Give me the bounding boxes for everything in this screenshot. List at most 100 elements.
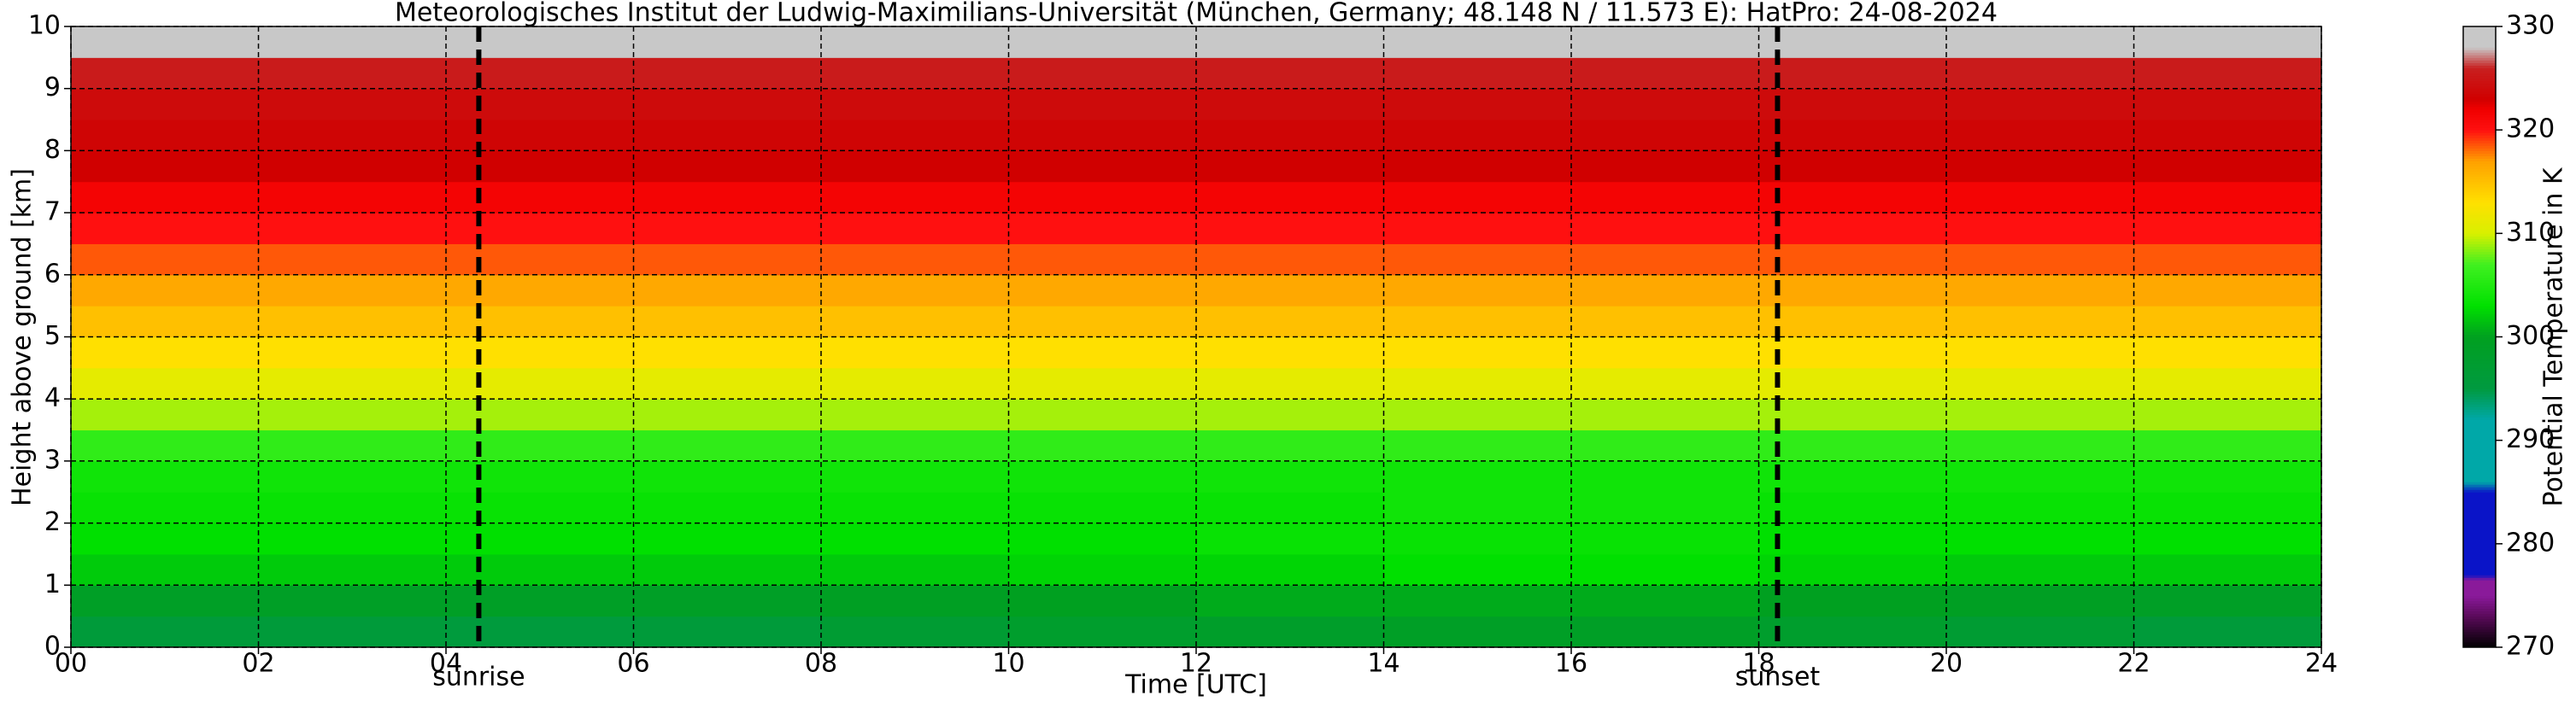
heatmap-cell bbox=[1758, 26, 1947, 58]
heatmap-cell bbox=[1008, 399, 1197, 431]
colorbar-segment bbox=[2463, 551, 2496, 555]
heatmap-cell bbox=[1383, 616, 1572, 648]
heatmap-cell bbox=[821, 367, 1009, 400]
colorbar-segment bbox=[2463, 32, 2496, 35]
heatmap-cell bbox=[1758, 367, 1947, 400]
heatmap-cell bbox=[821, 274, 1009, 307]
heatmap-cell bbox=[71, 150, 259, 183]
colorbar-segment bbox=[2463, 347, 2496, 351]
colorbar-segment bbox=[2463, 354, 2496, 359]
heatmap-cell bbox=[1758, 88, 1947, 120]
heatmap-cell bbox=[1383, 336, 1572, 369]
heatmap-cell bbox=[1008, 306, 1197, 337]
colorbar-segment bbox=[2463, 548, 2496, 552]
y-tick-label: 7 bbox=[44, 197, 61, 227]
plot-frame bbox=[70, 26, 2322, 648]
heatmap-cell bbox=[1196, 181, 1384, 213]
heatmap-cell bbox=[1571, 150, 1759, 183]
colorbar-segment bbox=[2463, 298, 2496, 301]
colorbar-segment bbox=[2463, 75, 2496, 79]
colorbar-tick-label: 310 bbox=[2506, 218, 2555, 248]
heatmap-cell bbox=[633, 88, 822, 120]
heatmap-cell bbox=[258, 213, 447, 244]
heatmap-cell bbox=[1196, 399, 1384, 431]
heatmap-cell bbox=[446, 26, 634, 58]
colorbar-segment bbox=[2463, 210, 2496, 213]
heatmap-cell bbox=[1008, 585, 1197, 617]
colorbar-segment bbox=[2463, 173, 2496, 178]
heatmap-cell bbox=[1008, 57, 1197, 90]
colorbar-segment bbox=[2463, 556, 2496, 560]
colorbar-segment bbox=[2463, 455, 2496, 459]
colorbar-segment bbox=[2463, 127, 2496, 131]
colorbar-segment bbox=[2463, 163, 2496, 167]
event-label: sunset bbox=[1735, 663, 1821, 692]
heatmap-cell bbox=[1383, 213, 1572, 244]
heatmap-cell bbox=[1383, 585, 1572, 617]
colorbar-segment bbox=[2463, 215, 2496, 219]
x-tick-label: 14 bbox=[1367, 649, 1399, 679]
colorbar-segment bbox=[2463, 311, 2496, 314]
heatmap-cell bbox=[71, 616, 259, 648]
colorbar-segment bbox=[2463, 158, 2496, 162]
heatmap-cell bbox=[71, 523, 259, 555]
heatmap-cell bbox=[71, 336, 259, 369]
colorbar-segment bbox=[2463, 80, 2496, 85]
colorbar-segment bbox=[2463, 404, 2496, 407]
heatmap-cell bbox=[1196, 26, 1384, 58]
colorbar-segment bbox=[2463, 377, 2496, 382]
heatmap-cell bbox=[446, 181, 634, 213]
heatmap-cell bbox=[633, 26, 822, 58]
heatmap-cell bbox=[1946, 336, 2134, 369]
heatmap-cell bbox=[258, 306, 447, 337]
colorbar-segment bbox=[2463, 83, 2496, 87]
colorbar-segment bbox=[2463, 295, 2496, 299]
colorbar-segment bbox=[2463, 530, 2496, 535]
colorbar-segment bbox=[2463, 140, 2496, 143]
heatmap-cell bbox=[1571, 367, 1759, 400]
colorbar-segment bbox=[2463, 616, 2496, 620]
heatmap-cell bbox=[1008, 274, 1197, 307]
colorbar-segment bbox=[2463, 228, 2496, 231]
heatmap-cell bbox=[1196, 523, 1384, 555]
heatmap-cell bbox=[71, 26, 259, 58]
heatmap-cell bbox=[1758, 429, 1947, 462]
colorbar-segment bbox=[2463, 301, 2496, 304]
heatmap-cell bbox=[1008, 88, 1197, 120]
heatmap-cell bbox=[1008, 243, 1197, 276]
colorbar-segment bbox=[2463, 73, 2496, 77]
heatmap-cell bbox=[821, 150, 1009, 183]
colorbar-segment bbox=[2463, 359, 2496, 364]
colorbar-segment bbox=[2463, 349, 2496, 354]
heatmap-cell bbox=[1008, 460, 1197, 493]
x-tick-label: 24 bbox=[2305, 649, 2338, 679]
heatmap-cell bbox=[1758, 616, 1947, 648]
heatmap-cell bbox=[71, 274, 259, 307]
heatmap-cell bbox=[446, 616, 634, 648]
colorbar-segment bbox=[2463, 626, 2496, 630]
colorbar-segment bbox=[2463, 389, 2496, 392]
heatmap-cell bbox=[1946, 213, 2134, 244]
heatmap-cell bbox=[821, 492, 1009, 524]
colorbar-segment bbox=[2463, 608, 2496, 612]
colorbar-tick-label: 290 bbox=[2506, 424, 2555, 454]
heatmap-cell bbox=[258, 585, 447, 617]
colorbar-segment bbox=[2463, 442, 2496, 447]
heatmap-cell bbox=[1383, 492, 1572, 524]
colorbar-segment bbox=[2463, 450, 2496, 454]
heatmap-cell bbox=[258, 460, 447, 493]
colorbar-segment bbox=[2463, 306, 2496, 309]
y-tick-label: 8 bbox=[44, 135, 61, 165]
colorbar-segment bbox=[2463, 391, 2496, 394]
heatmap-cell bbox=[1383, 150, 1572, 183]
heatmap-cell bbox=[1946, 429, 2134, 462]
y-tick-label: 5 bbox=[44, 321, 61, 351]
heatmap-cell bbox=[1758, 120, 1947, 151]
colorbar-segment bbox=[2463, 60, 2496, 63]
colorbar-segment bbox=[2463, 205, 2496, 208]
heatmap-cell bbox=[1383, 26, 1572, 58]
heatmap-cell bbox=[2133, 553, 2322, 586]
heatmap-cell bbox=[446, 429, 634, 462]
heatmap-cell bbox=[446, 88, 634, 120]
heatmap-cell bbox=[821, 243, 1009, 276]
